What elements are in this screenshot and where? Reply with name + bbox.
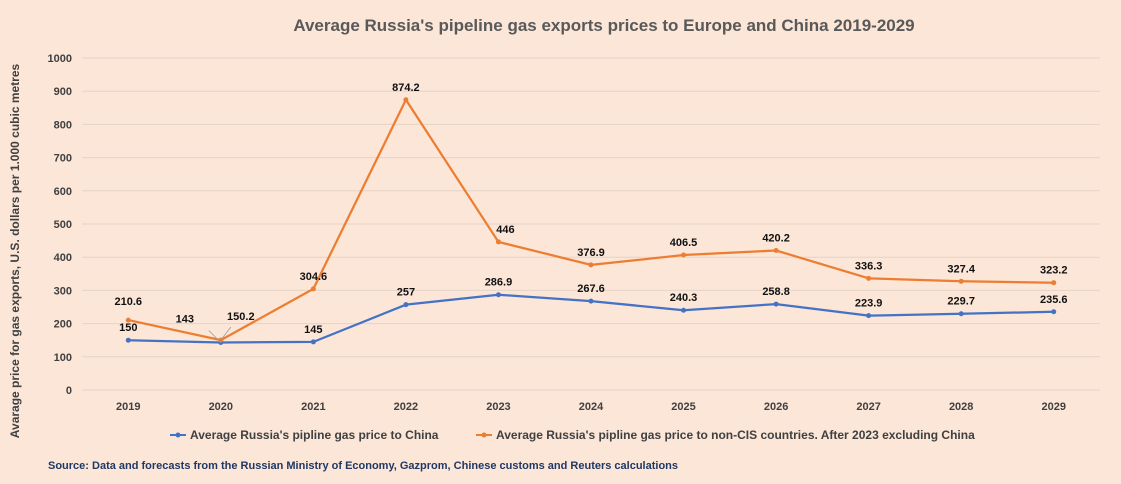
leader-line: [208, 330, 222, 343]
series-point-0: [403, 302, 409, 308]
data-label-0: 229.7: [947, 296, 975, 308]
legend-swatch-marker: [481, 432, 487, 438]
series-line-1: [128, 98, 1054, 342]
legend-label: Average Russia's pipline gas price to Ch…: [190, 428, 439, 442]
y-axis-label: Avarage price for gas exports, U.S. doll…: [8, 63, 22, 438]
data-label-0: 286.9: [485, 277, 513, 289]
series-point-0: [495, 292, 501, 298]
data-label-1: 446: [496, 224, 514, 236]
data-label-0: 257: [397, 287, 415, 299]
x-tick-label: 2019: [116, 401, 140, 413]
data-label-0: 267.6: [577, 283, 605, 295]
source-note: Source: Data and forecasts from the Russ…: [48, 460, 678, 472]
x-tick-label: 2022: [394, 401, 418, 413]
data-label-0: 235.6: [1040, 294, 1068, 306]
series-point-1: [310, 286, 316, 292]
data-label-1: 304.6: [300, 271, 328, 283]
x-tick-label: 2026: [764, 401, 788, 413]
series-point-1: [1051, 280, 1057, 286]
series-point-1: [958, 278, 964, 284]
data-label-0: 145: [304, 324, 322, 336]
y-axis-ticks: 0 100 200 300 400 500 600 700 800 900 1000: [48, 53, 72, 397]
x-tick-label: 2027: [856, 401, 880, 413]
y-tick-label: 500: [54, 219, 72, 231]
x-tick-label: 2020: [209, 401, 233, 413]
x-tick-label: 2028: [949, 401, 973, 413]
series-point-1: [403, 97, 409, 103]
x-tick-label: 2021: [301, 401, 325, 413]
x-axis-ticks: 2019 2020 2021 2022 2023 2024 2025 2026 2027 2028…: [116, 401, 1066, 413]
series-point-0: [310, 339, 316, 345]
data-label-1: 150.2: [227, 311, 255, 323]
legend-label: Average Russia's pipline gas price to no…: [496, 428, 975, 442]
data-label-1: 327.4: [947, 263, 975, 275]
data-label-1: 406.5: [670, 237, 698, 249]
series-point-0: [773, 301, 779, 307]
series-point-1: [681, 252, 687, 258]
data-label-0: 143: [176, 314, 194, 326]
chart-title: Average Russia's pipeline gas exports pr…: [293, 16, 914, 35]
y-tick-label: 800: [54, 119, 72, 131]
series-point-0: [1051, 309, 1057, 315]
series-group: [125, 97, 1057, 346]
series-point-1: [588, 262, 594, 268]
legend: Average Russia's pipline gas price to Ch…: [170, 428, 975, 442]
y-tick-label: 600: [54, 186, 72, 198]
x-tick-label: 2024: [579, 401, 604, 413]
data-labels: 150 143 145 257 286.9 267.6 240.3 258.8 223.9 229…: [115, 82, 1068, 343]
data-label-0: 223.9: [855, 298, 883, 310]
data-label-1: 323.2: [1040, 265, 1068, 277]
x-tick-label: 2025: [671, 401, 695, 413]
series-point-1: [773, 247, 779, 253]
data-label-1: 336.3: [855, 260, 883, 272]
legend-swatch-marker: [175, 432, 181, 438]
series-point-1: [125, 317, 131, 323]
y-tick-label: 1000: [48, 53, 72, 65]
series-point-0: [958, 311, 964, 317]
series-point-0: [588, 298, 594, 304]
data-label-1: 210.6: [115, 296, 143, 308]
data-label-1: 420.2: [762, 232, 790, 244]
series-point-0: [681, 307, 687, 313]
y-tick-label: 100: [54, 352, 72, 364]
x-tick-label: 2023: [486, 401, 510, 413]
leader-line: [220, 326, 232, 341]
data-label-1: 874.2: [392, 82, 420, 94]
y-tick-label: 300: [54, 285, 72, 297]
series-point-1: [866, 275, 872, 281]
y-tick-label: 0: [66, 385, 72, 397]
y-tick-label: 700: [54, 153, 72, 165]
y-tick-label: 200: [54, 319, 72, 331]
data-label-0: 150: [119, 322, 137, 334]
y-tick-label: 900: [54, 86, 72, 98]
data-label-1: 376.9: [577, 247, 605, 259]
x-tick-label: 2029: [1041, 401, 1065, 413]
gridlines: [82, 57, 1100, 391]
data-label-0: 258.8: [762, 286, 790, 298]
series-point-0: [866, 313, 872, 319]
data-label-0: 240.3: [670, 292, 698, 304]
series-point-1: [495, 239, 501, 245]
series-point-0: [125, 337, 131, 343]
y-tick-label: 400: [54, 252, 72, 264]
